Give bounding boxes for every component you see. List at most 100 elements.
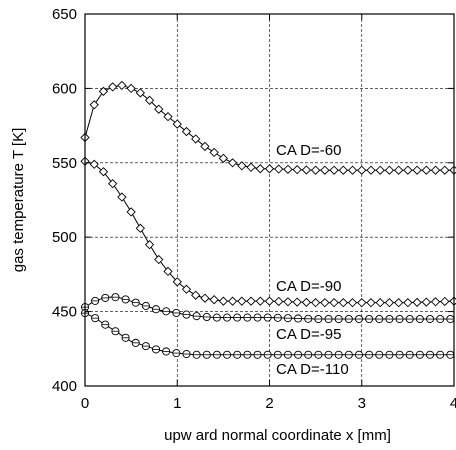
y-tick-label: 550 (52, 155, 77, 172)
diamond-marker (274, 296, 284, 307)
series-2 (80, 293, 455, 324)
series-annotation-cad-110: CA D=-110 (276, 361, 349, 378)
diamond-marker (200, 141, 210, 152)
diamond-marker (403, 165, 413, 175)
diamond-marker (292, 165, 302, 175)
diamond-marker (246, 162, 256, 172)
diamond-marker (255, 164, 265, 174)
diamond-marker (163, 112, 173, 122)
diamond-marker (191, 290, 201, 300)
diamond-marker (135, 223, 145, 233)
diamond-marker (283, 297, 293, 307)
series-annotation-cad-60: CA D=-60 (276, 142, 341, 159)
diamond-marker (172, 277, 182, 287)
diamond-marker (329, 298, 339, 308)
diamond-marker (181, 126, 192, 137)
diamond-marker (384, 298, 395, 308)
y-tick-label: 500 (52, 229, 77, 246)
diamond-marker (181, 284, 192, 294)
diamond-marker (98, 167, 109, 177)
diamond-marker (375, 298, 385, 308)
diamond-marker (246, 296, 256, 306)
axis-ticks: 0 1 2 3 4 400 450 500 550 600 650 (52, 6, 456, 412)
diamond-marker (227, 158, 238, 168)
diamond-marker (172, 119, 182, 129)
diamond-marker (191, 134, 201, 144)
diamond-marker (366, 298, 376, 308)
y-tick-label: 450 (52, 304, 77, 321)
diamond-marker (394, 165, 404, 175)
diamond-marker (366, 165, 376, 175)
diamond-marker (264, 296, 275, 306)
diamond-marker (430, 165, 441, 175)
diamond-marker (89, 159, 99, 169)
diamond-marker (264, 164, 275, 174)
diamond-marker (209, 295, 219, 305)
diamond-marker (209, 147, 219, 158)
y-tick-label: 400 (52, 378, 77, 395)
diamond-marker (347, 165, 358, 175)
diamond-marker (375, 165, 385, 175)
diamond-marker (98, 86, 109, 97)
diamond-marker (338, 165, 348, 175)
x-tick-label: 4 (450, 395, 456, 412)
diamond-marker (108, 82, 118, 92)
diamond-marker (89, 100, 99, 110)
x-tick-label: 1 (173, 395, 181, 412)
series-group (80, 80, 456, 359)
series-annotation-cad-95: CA D=-95 (276, 326, 341, 343)
x-tick-label: 3 (358, 395, 366, 412)
diamond-marker (283, 164, 293, 174)
x-tick-label: 2 (265, 395, 273, 412)
diamond-marker (117, 80, 127, 91)
diamond-marker (338, 298, 348, 308)
diamond-marker (126, 83, 136, 94)
series-annotation-cad-90: CA D=-90 (276, 278, 341, 295)
diamond-marker (154, 104, 164, 114)
diamond-marker (154, 254, 164, 265)
y-tick-label: 600 (52, 80, 77, 97)
y-axis-title: gas temperature T [K] (10, 128, 27, 273)
diamond-marker (274, 164, 284, 174)
diamond-marker (394, 298, 404, 308)
diamond-marker (421, 297, 431, 307)
x-tick-label: 0 (81, 395, 89, 412)
diamond-marker (320, 165, 330, 175)
diamond-marker (292, 297, 302, 307)
diamond-marker (310, 298, 321, 308)
diamond-marker (430, 297, 441, 307)
diamond-marker (403, 298, 413, 308)
diamond-marker (329, 165, 339, 175)
diamond-marker (384, 165, 395, 175)
diamond-marker (117, 192, 127, 202)
diamond-marker (301, 297, 312, 308)
grid-lines (85, 14, 454, 386)
diamond-marker (108, 178, 118, 189)
diamond-marker (218, 296, 229, 306)
diamond-marker (126, 207, 136, 217)
diamond-marker (412, 165, 422, 175)
diamond-marker (320, 298, 330, 308)
diamond-marker (440, 296, 450, 307)
diamond-marker (227, 296, 238, 306)
diamond-marker (135, 88, 145, 98)
x-axis-title: upw ard normal coordinate x [mm] (164, 427, 391, 444)
y-tick-label: 650 (52, 6, 77, 23)
diamond-marker (357, 165, 367, 175)
diamond-marker (412, 297, 422, 308)
diamond-marker (237, 296, 247, 306)
diamond-marker (357, 298, 367, 308)
diamond-marker (144, 240, 155, 250)
diamond-marker (237, 161, 247, 171)
series-3 (80, 309, 455, 359)
diamond-marker (163, 266, 173, 277)
diamond-marker (144, 95, 155, 105)
diamond-marker (218, 153, 229, 163)
diamond-marker (440, 165, 450, 175)
diamond-marker (200, 293, 210, 303)
diamond-marker (347, 298, 358, 308)
diamond-marker (301, 165, 312, 175)
diamond-marker (310, 165, 321, 175)
